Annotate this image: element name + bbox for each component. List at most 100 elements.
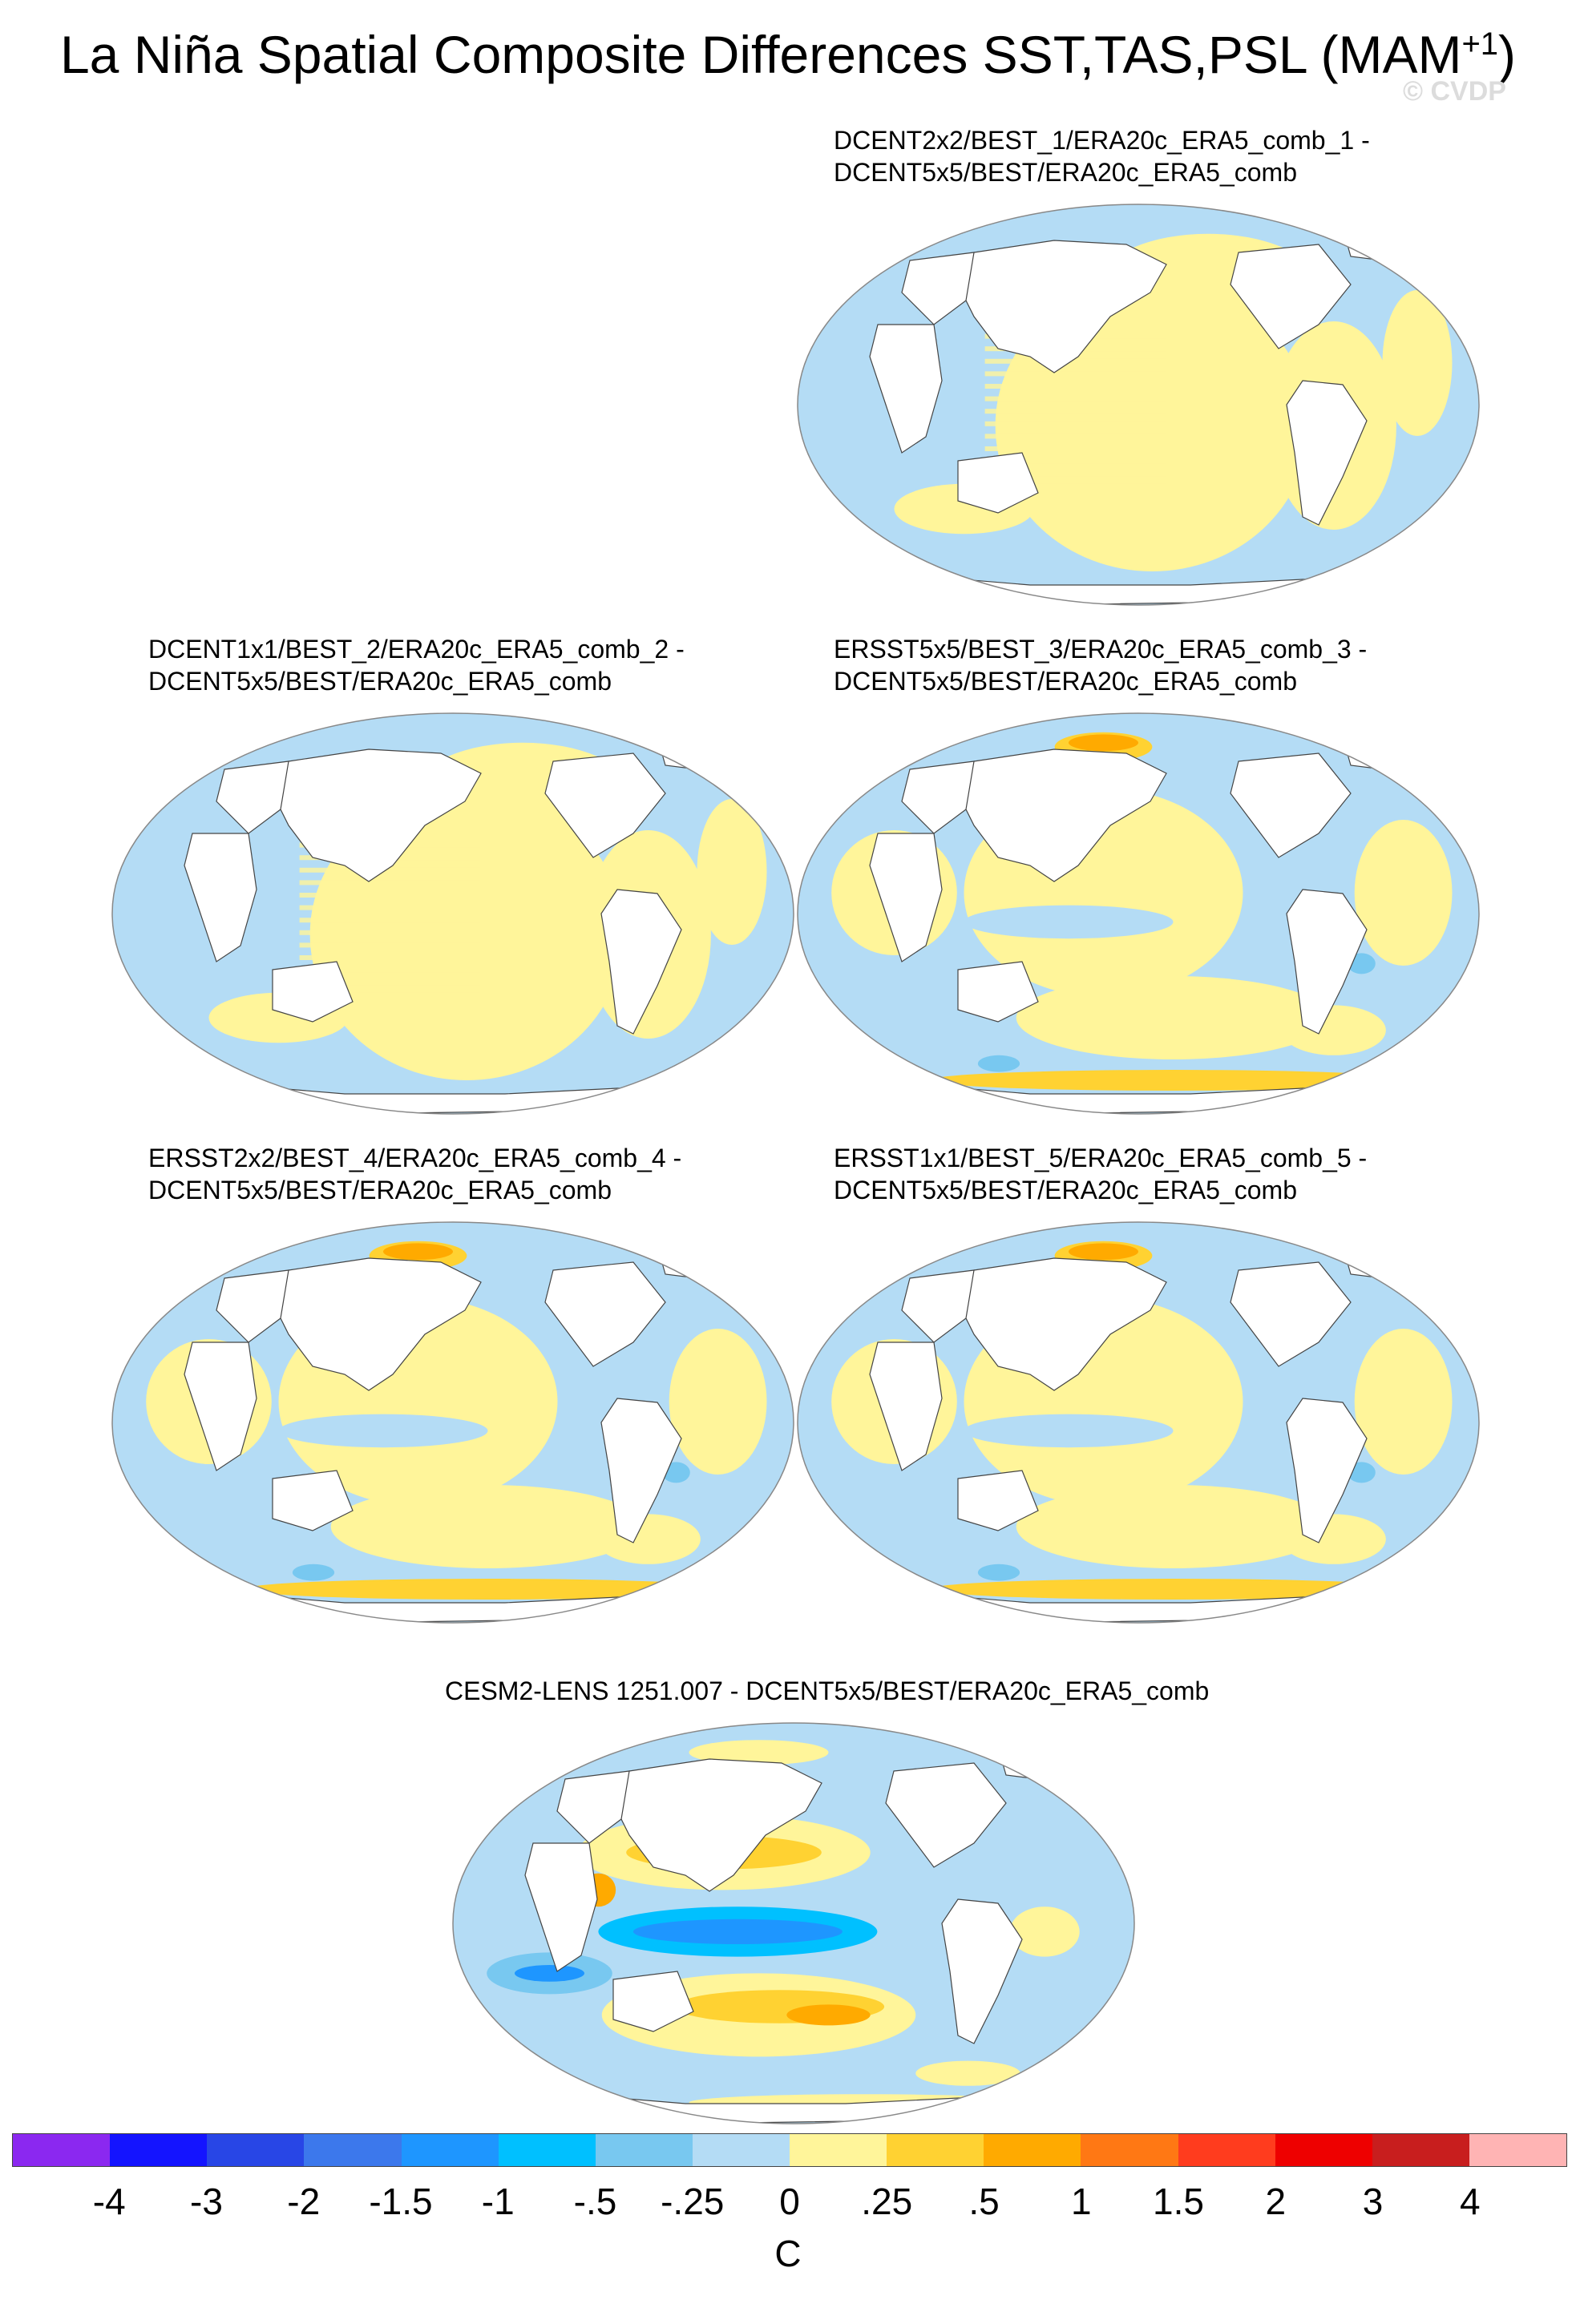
- panel-label: ERSST1x1/BEST_5/ERA20c_ERA5_comb_5 - DCE…: [834, 1142, 1367, 1206]
- map-border: [797, 1221, 1480, 1624]
- map-border: [111, 712, 794, 1115]
- robinson-map: [111, 1221, 794, 1624]
- continent-outline: [612, 1971, 694, 2032]
- panel-label: ERSST2x2/BEST_4/ERA20c_ERA5_comb_4 - DCE…: [148, 1142, 681, 1206]
- colorbar-tick-label: 1: [1070, 2181, 1092, 2222]
- anomaly-stripe: [984, 396, 1166, 401]
- continent-outline: [957, 240, 1167, 373]
- title-text: La Niña Spatial Composite Differences SS…: [59, 25, 1462, 84]
- anomaly-stripe: [299, 980, 481, 986]
- anomaly-stripe: [984, 446, 1166, 451]
- colorbar-swatch: [1372, 2134, 1469, 2166]
- continent-outline: [885, 1762, 1007, 1868]
- anomaly-stripe: [299, 893, 481, 898]
- anomaly-field: [112, 1222, 794, 1623]
- colorbar-swatch: [595, 2134, 693, 2166]
- continent-outline: [612, 1758, 822, 1892]
- anomaly-stripe: [984, 483, 1166, 489]
- map-panel-5: ERSST1x1/BEST_5/ERA20c_ERA5_comb_5 - DCE…: [790, 1142, 1487, 1639]
- panel-label-line1: ERSST5x5/BEST_3/ERA20c_ERA5_comb_3 -: [834, 635, 1368, 664]
- anomaly-region: [786, 2004, 871, 2026]
- colorbar-swatch: [401, 2134, 499, 2166]
- continent-outline: [272, 1470, 354, 1531]
- anomaly-region: [1281, 1514, 1386, 1564]
- anomaly-stripe: [299, 967, 481, 973]
- colorbar-swatch: [1275, 2134, 1372, 2166]
- anomaly-region: [515, 1965, 584, 1982]
- anomaly-region: [1281, 1005, 1386, 1055]
- colorbar-swatch: [1469, 2134, 1566, 2166]
- continent-outline: [957, 452, 1039, 514]
- panel-label-line1: CESM2-LENS 1251.007 - DCENT5x5/BEST/ERA2…: [445, 1676, 1210, 1705]
- anomaly-region: [964, 1414, 1174, 1448]
- continent-outline: [1286, 380, 1368, 526]
- panel-label-line2: DCENT5x5/BEST/ERA20c_ERA5_comb: [834, 1176, 1297, 1204]
- anomaly-region: [689, 1740, 829, 1765]
- colorbar-ticks: -4 -3 -2 -1.5 -1 -.5 -.25 0 .25 .5 1 1.5 2 3 4: [0, 2180, 1576, 2228]
- colorbar-swatch: [1178, 2134, 1275, 2166]
- map-panel-2: DCENT1x1/BEST_2/ERA20c_ERA5_comb_2 - DCE…: [104, 633, 802, 1130]
- anomaly-region: [1016, 1485, 1331, 1568]
- colorbar-tick-label: 3: [1362, 2181, 1384, 2222]
- continent-outline: [216, 761, 289, 834]
- continent-outline: [957, 1470, 1039, 1531]
- continent-outline: [544, 1261, 666, 1367]
- continent-outline: [544, 752, 666, 858]
- continent-outline: [1230, 244, 1352, 349]
- anomaly-region: [1382, 290, 1453, 436]
- continent-outline: [272, 961, 354, 1023]
- anomaly-field: [798, 204, 1479, 605]
- panel-label: DCENT1x1/BEST_2/ERA20c_ERA5_comb_2 - DCE…: [148, 633, 685, 697]
- continent-outline: [216, 1269, 289, 1343]
- panel-label-line1: ERSST1x1/BEST_5/ERA20c_ERA5_comb_5 -: [834, 1144, 1368, 1172]
- robinson-map: [797, 204, 1480, 606]
- anomaly-region: [244, 1579, 732, 1600]
- colorbar-tick-label: -.5: [573, 2181, 617, 2222]
- anomaly-stripe: [984, 434, 1166, 439]
- map-panel-6: CESM2-LENS 1251.007 - DCENT5x5/BEST/ERA2…: [445, 1675, 1210, 2172]
- colorbar-swatch: [1081, 2134, 1178, 2166]
- anomaly-stripe: [299, 955, 481, 960]
- colorbar-swatch: [692, 2134, 790, 2166]
- colorbar-swatch: [110, 2134, 208, 2166]
- continent-outline: [901, 761, 975, 834]
- anomaly-stripe: [299, 918, 481, 923]
- anomaly-region: [1016, 976, 1331, 1059]
- robinson-map: [111, 712, 794, 1115]
- anomaly-stripe: [984, 458, 1166, 464]
- map-panel-1: DCENT2x2/BEST_1/ERA20c_ERA5_comb_1 - DCE…: [790, 124, 1487, 621]
- panel-label: ERSST5x5/BEST_3/ERA20c_ERA5_comb_3 - DCE…: [834, 633, 1367, 697]
- colorbar-tick-label: -4: [92, 2181, 126, 2222]
- anomaly-region: [1069, 1243, 1138, 1261]
- anomaly-stripe: [984, 358, 1166, 364]
- panel-label: DCENT2x2/BEST_1/ERA20c_ERA5_comb_1 - DCE…: [834, 124, 1370, 188]
- panel-label-line2: DCENT5x5/BEST/ERA20c_ERA5_comb: [834, 667, 1297, 696]
- anomaly-region: [1354, 1329, 1453, 1475]
- panel-label-line2: DCENT5x5/BEST/ERA20c_ERA5_comb: [148, 1176, 612, 1204]
- continent-outline: [957, 1257, 1167, 1391]
- continent-outline: [1342, 732, 1400, 770]
- map-border: [797, 712, 1480, 1115]
- anomaly-stripe: [984, 371, 1166, 377]
- continent-outline: [941, 1898, 1023, 2044]
- continent-outline: [901, 1269, 975, 1343]
- colorbar-swatch: [498, 2134, 596, 2166]
- colorbar-tick-label: 4: [1459, 2181, 1481, 2222]
- anomaly-region: [929, 1070, 1417, 1091]
- robinson-map: [797, 1221, 1480, 1624]
- anomaly-region: [383, 1243, 453, 1261]
- continent-outline: [869, 1342, 943, 1471]
- colorbar-tick-label: 1.5: [1153, 2181, 1204, 2222]
- colorbar-tick-label: 2: [1265, 2181, 1287, 2222]
- continent-outline: [869, 324, 943, 454]
- anomaly-field: [798, 1222, 1479, 1623]
- continent-outline: [957, 748, 1167, 882]
- map-border: [452, 1722, 1135, 2124]
- map-panel-4: ERSST2x2/BEST_4/ERA20c_ERA5_comb_4 - DCE…: [104, 1142, 802, 1639]
- continent-outline: [869, 833, 943, 962]
- continent-outline: [556, 1770, 630, 1844]
- anomaly-region: [1069, 734, 1138, 752]
- colorbar-tick-label: -1: [481, 2181, 515, 2222]
- continent-outline: [1286, 889, 1368, 1035]
- continent-outline: [600, 889, 682, 1035]
